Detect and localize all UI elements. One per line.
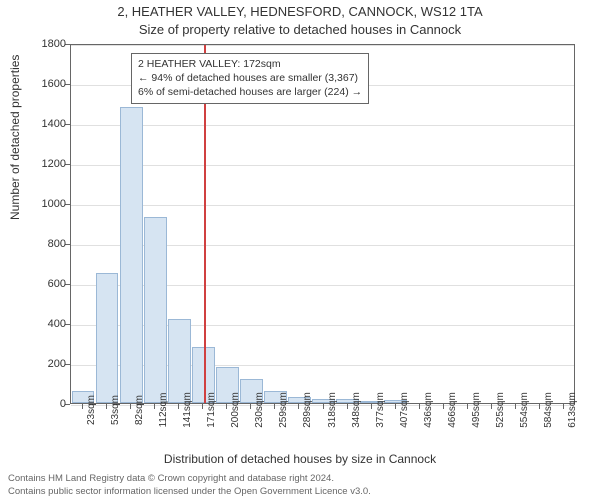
x-tick-mark — [539, 404, 540, 409]
x-tick-mark — [563, 404, 564, 409]
y-axis-label: Number of detached properties — [8, 55, 22, 220]
x-tick-mark — [274, 404, 275, 409]
x-tick-label: 23sqm — [86, 395, 97, 425]
y-tick-label: 200 — [48, 358, 66, 370]
x-axis-label: Distribution of detached houses by size … — [0, 452, 600, 466]
x-tick-mark — [130, 404, 131, 409]
gridline — [71, 165, 574, 166]
x-tick-mark — [491, 404, 492, 409]
chart-plot-area: 2 HEATHER VALLEY: 172sqm← 94% of detache… — [70, 44, 575, 404]
x-tick-label: 436sqm — [423, 392, 434, 428]
y-tick-label: 1000 — [42, 198, 66, 210]
x-tick-label: 584sqm — [543, 392, 554, 428]
x-tick-label: 466sqm — [447, 392, 458, 428]
x-tick-label: 171sqm — [206, 392, 217, 428]
x-tick-mark — [250, 404, 251, 409]
annotation-box: 2 HEATHER VALLEY: 172sqm← 94% of detache… — [131, 53, 369, 104]
footer-copyright-1: Contains HM Land Registry data © Crown c… — [8, 473, 334, 484]
x-tick-mark — [395, 404, 396, 409]
x-tick-mark — [106, 404, 107, 409]
chart-title-address: 2, HEATHER VALLEY, HEDNESFORD, CANNOCK, … — [0, 4, 600, 19]
x-tick-mark — [515, 404, 516, 409]
y-tick-label: 1600 — [42, 78, 66, 90]
x-tick-label: 348sqm — [351, 392, 362, 428]
x-tick-mark — [82, 404, 83, 409]
x-tick-mark — [298, 404, 299, 409]
x-tick-label: 407sqm — [399, 392, 410, 428]
histogram-bar — [96, 273, 119, 403]
x-tick-mark — [347, 404, 348, 409]
y-tick-label: 0 — [60, 398, 66, 410]
x-tick-label: 53sqm — [110, 395, 121, 425]
footer-copyright-2: Contains public sector information licen… — [8, 486, 371, 497]
x-tick-label: 259sqm — [278, 392, 289, 428]
annotation-line-3: 6% of semi-detached houses are larger (2… — [138, 85, 362, 99]
x-tick-mark — [467, 404, 468, 409]
x-tick-label: 200sqm — [230, 392, 241, 428]
x-tick-label: 318sqm — [327, 392, 338, 428]
annotation-line-2: ← 94% of detached houses are smaller (3,… — [138, 71, 362, 85]
x-tick-label: 554sqm — [519, 392, 530, 428]
histogram-bar — [144, 217, 167, 403]
x-tick-mark — [443, 404, 444, 409]
gridline — [71, 205, 574, 206]
y-tick-label: 1800 — [42, 38, 66, 50]
gridline — [71, 125, 574, 126]
histogram-bar — [120, 107, 143, 403]
annotation-line-1: 2 HEATHER VALLEY: 172sqm — [138, 57, 362, 71]
x-tick-mark — [226, 404, 227, 409]
x-tick-label: 230sqm — [254, 392, 265, 428]
x-tick-mark — [371, 404, 372, 409]
y-tick-label: 600 — [48, 278, 66, 290]
x-tick-label: 525sqm — [495, 392, 506, 428]
histogram-bar — [168, 319, 191, 403]
x-tick-label: 82sqm — [134, 395, 145, 425]
gridline — [71, 45, 574, 46]
y-tick-label: 1200 — [42, 158, 66, 170]
x-tick-label: 613sqm — [567, 392, 578, 428]
x-tick-mark — [323, 404, 324, 409]
x-tick-mark — [202, 404, 203, 409]
x-tick-mark — [419, 404, 420, 409]
chart-title-subtitle: Size of property relative to detached ho… — [0, 22, 600, 37]
y-tick-label: 400 — [48, 318, 66, 330]
chart-container: 2, HEATHER VALLEY, HEDNESFORD, CANNOCK, … — [0, 0, 600, 500]
x-tick-label: 289sqm — [302, 392, 313, 428]
y-tick-label: 1400 — [42, 118, 66, 130]
x-tick-label: 377sqm — [375, 392, 386, 428]
x-tick-mark — [154, 404, 155, 409]
x-tick-label: 112sqm — [158, 393, 169, 428]
x-tick-label: 495sqm — [471, 392, 482, 428]
y-tick-label: 800 — [48, 238, 66, 250]
x-tick-mark — [178, 404, 179, 409]
x-tick-label: 141sqm — [182, 392, 193, 428]
